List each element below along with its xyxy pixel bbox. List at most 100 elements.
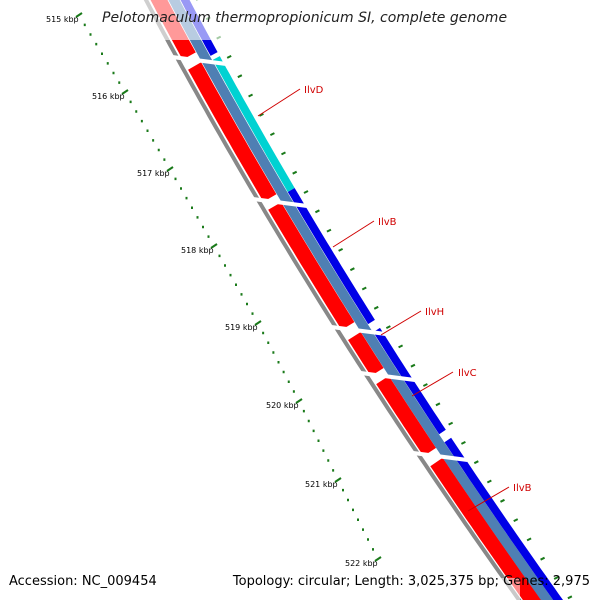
scale-label: 515 kbp [46, 15, 79, 24]
scale-minor-tick [302, 409, 305, 413]
scale-minor-tick [83, 23, 86, 27]
scale-minor-tick [317, 439, 320, 442]
scale-major-tick [121, 89, 129, 95]
scale-minor-tick [262, 331, 265, 335]
outer-tick [435, 402, 441, 407]
gene-label[interactable]: IlvD [304, 85, 324, 96]
outer-tick [567, 595, 573, 600]
scale-major-tick [254, 320, 262, 326]
scale-minor-tick [157, 148, 160, 152]
gene-leader-line [380, 310, 422, 336]
genome-title: Pelotomaculum thermopropionicum SI, comp… [102, 10, 508, 26]
outer-tick [422, 383, 428, 387]
scale-minor-tick [277, 361, 280, 364]
scale-label: 518 kbp [181, 246, 214, 255]
outer-tick [361, 286, 367, 291]
outer-tick [303, 190, 309, 194]
scale-minor-tick [292, 390, 295, 393]
track-layer [120, 0, 563, 600]
scale-minor-tick [267, 341, 270, 344]
outer-tick [513, 518, 519, 522]
scale-minor-tick [272, 351, 275, 354]
cds-arrow-3 [268, 202, 355, 330]
scale-minor-tick [332, 469, 335, 472]
outer-tick [326, 228, 332, 233]
fade-top [120, 0, 240, 40]
outer-tick [237, 74, 243, 79]
gene-track-segment-2 [287, 187, 375, 325]
track-separator [164, 54, 227, 66]
scale-minor-tick [185, 196, 188, 200]
track-separator [405, 450, 468, 462]
scale-major-tick [75, 12, 83, 18]
track-separator [245, 196, 308, 208]
scale-minor-tick [357, 518, 359, 521]
outer-tick [486, 479, 492, 484]
scale-minor-tick [202, 225, 204, 229]
cds-arrow-5 [376, 375, 437, 457]
gene-label[interactable]: IlvH [425, 307, 444, 318]
accession-text: Accession: NC_009454 [9, 574, 157, 589]
outer-tick [314, 209, 320, 214]
genome-backbone-line [143, 0, 522, 600]
gene-leader-line [257, 88, 301, 117]
outer-tick [526, 537, 532, 542]
scale-minor-tick [118, 81, 121, 84]
outer-tick [385, 325, 391, 329]
scale-major-tick [166, 166, 174, 172]
topology-text: Topology: circular; Length: 3,025,375 bp… [232, 574, 590, 589]
outer-tick [553, 576, 559, 580]
scale-major-tick [210, 243, 218, 249]
scale-minor-tick [282, 370, 285, 374]
gene-leader-line [411, 371, 454, 397]
scale-minor-tick [140, 119, 143, 123]
scale-minor-tick [235, 283, 237, 286]
outer-tick [500, 498, 505, 503]
outer-tick [248, 93, 254, 98]
scale-minor-tick [367, 538, 369, 541]
scale-minor-tick [152, 139, 155, 142]
outer-tick [373, 305, 379, 310]
outer-tick [448, 421, 454, 426]
scale-minor-tick [106, 62, 109, 65]
scale-major-tick [295, 398, 303, 404]
track-separator [323, 324, 386, 336]
outer-tick [460, 441, 466, 445]
scale-minor-tick [207, 235, 210, 238]
scale-minor-tick [327, 459, 330, 462]
cds-arrow-2 [188, 62, 277, 202]
gene-label[interactable]: IlvC [458, 368, 477, 379]
scale-minor-tick [129, 100, 132, 104]
scale-minor-tick [95, 42, 98, 46]
scale-minor-tick [240, 293, 243, 296]
outer-tick [269, 132, 275, 136]
scale-minor-tick [347, 498, 349, 502]
outer-tick [338, 248, 344, 252]
scale-minor-tick [312, 429, 315, 433]
scale-minor-tick [163, 158, 166, 161]
scale-label: 522 kbp [345, 559, 378, 568]
scale-minor-tick [362, 528, 364, 531]
scale-minor-tick [196, 216, 199, 219]
scale-major-tick [374, 556, 382, 562]
outer-tick [349, 267, 355, 272]
cds-arrow-6 [430, 457, 542, 600]
outer-tick [281, 151, 286, 156]
scale-minor-tick [135, 110, 138, 113]
outer-tick [473, 460, 479, 465]
scale-minor-tick [246, 302, 248, 306]
scale-major-tick [334, 477, 342, 483]
scale-minor-tick [307, 419, 310, 423]
outer-tick [410, 363, 416, 368]
scale-minor-tick [174, 177, 177, 181]
scale-label: 517 kbp [137, 169, 170, 178]
scale-minor-tick [191, 206, 193, 209]
gene-label[interactable]: IlvB [378, 217, 397, 228]
scale-minor-tick [224, 264, 226, 267]
gene-label[interactable]: IlvB [513, 483, 532, 494]
scale-minor-tick [287, 380, 290, 383]
scale-minor-tick [180, 187, 182, 190]
scale-minor-tick [218, 254, 221, 258]
gene-leader-line [467, 486, 510, 512]
